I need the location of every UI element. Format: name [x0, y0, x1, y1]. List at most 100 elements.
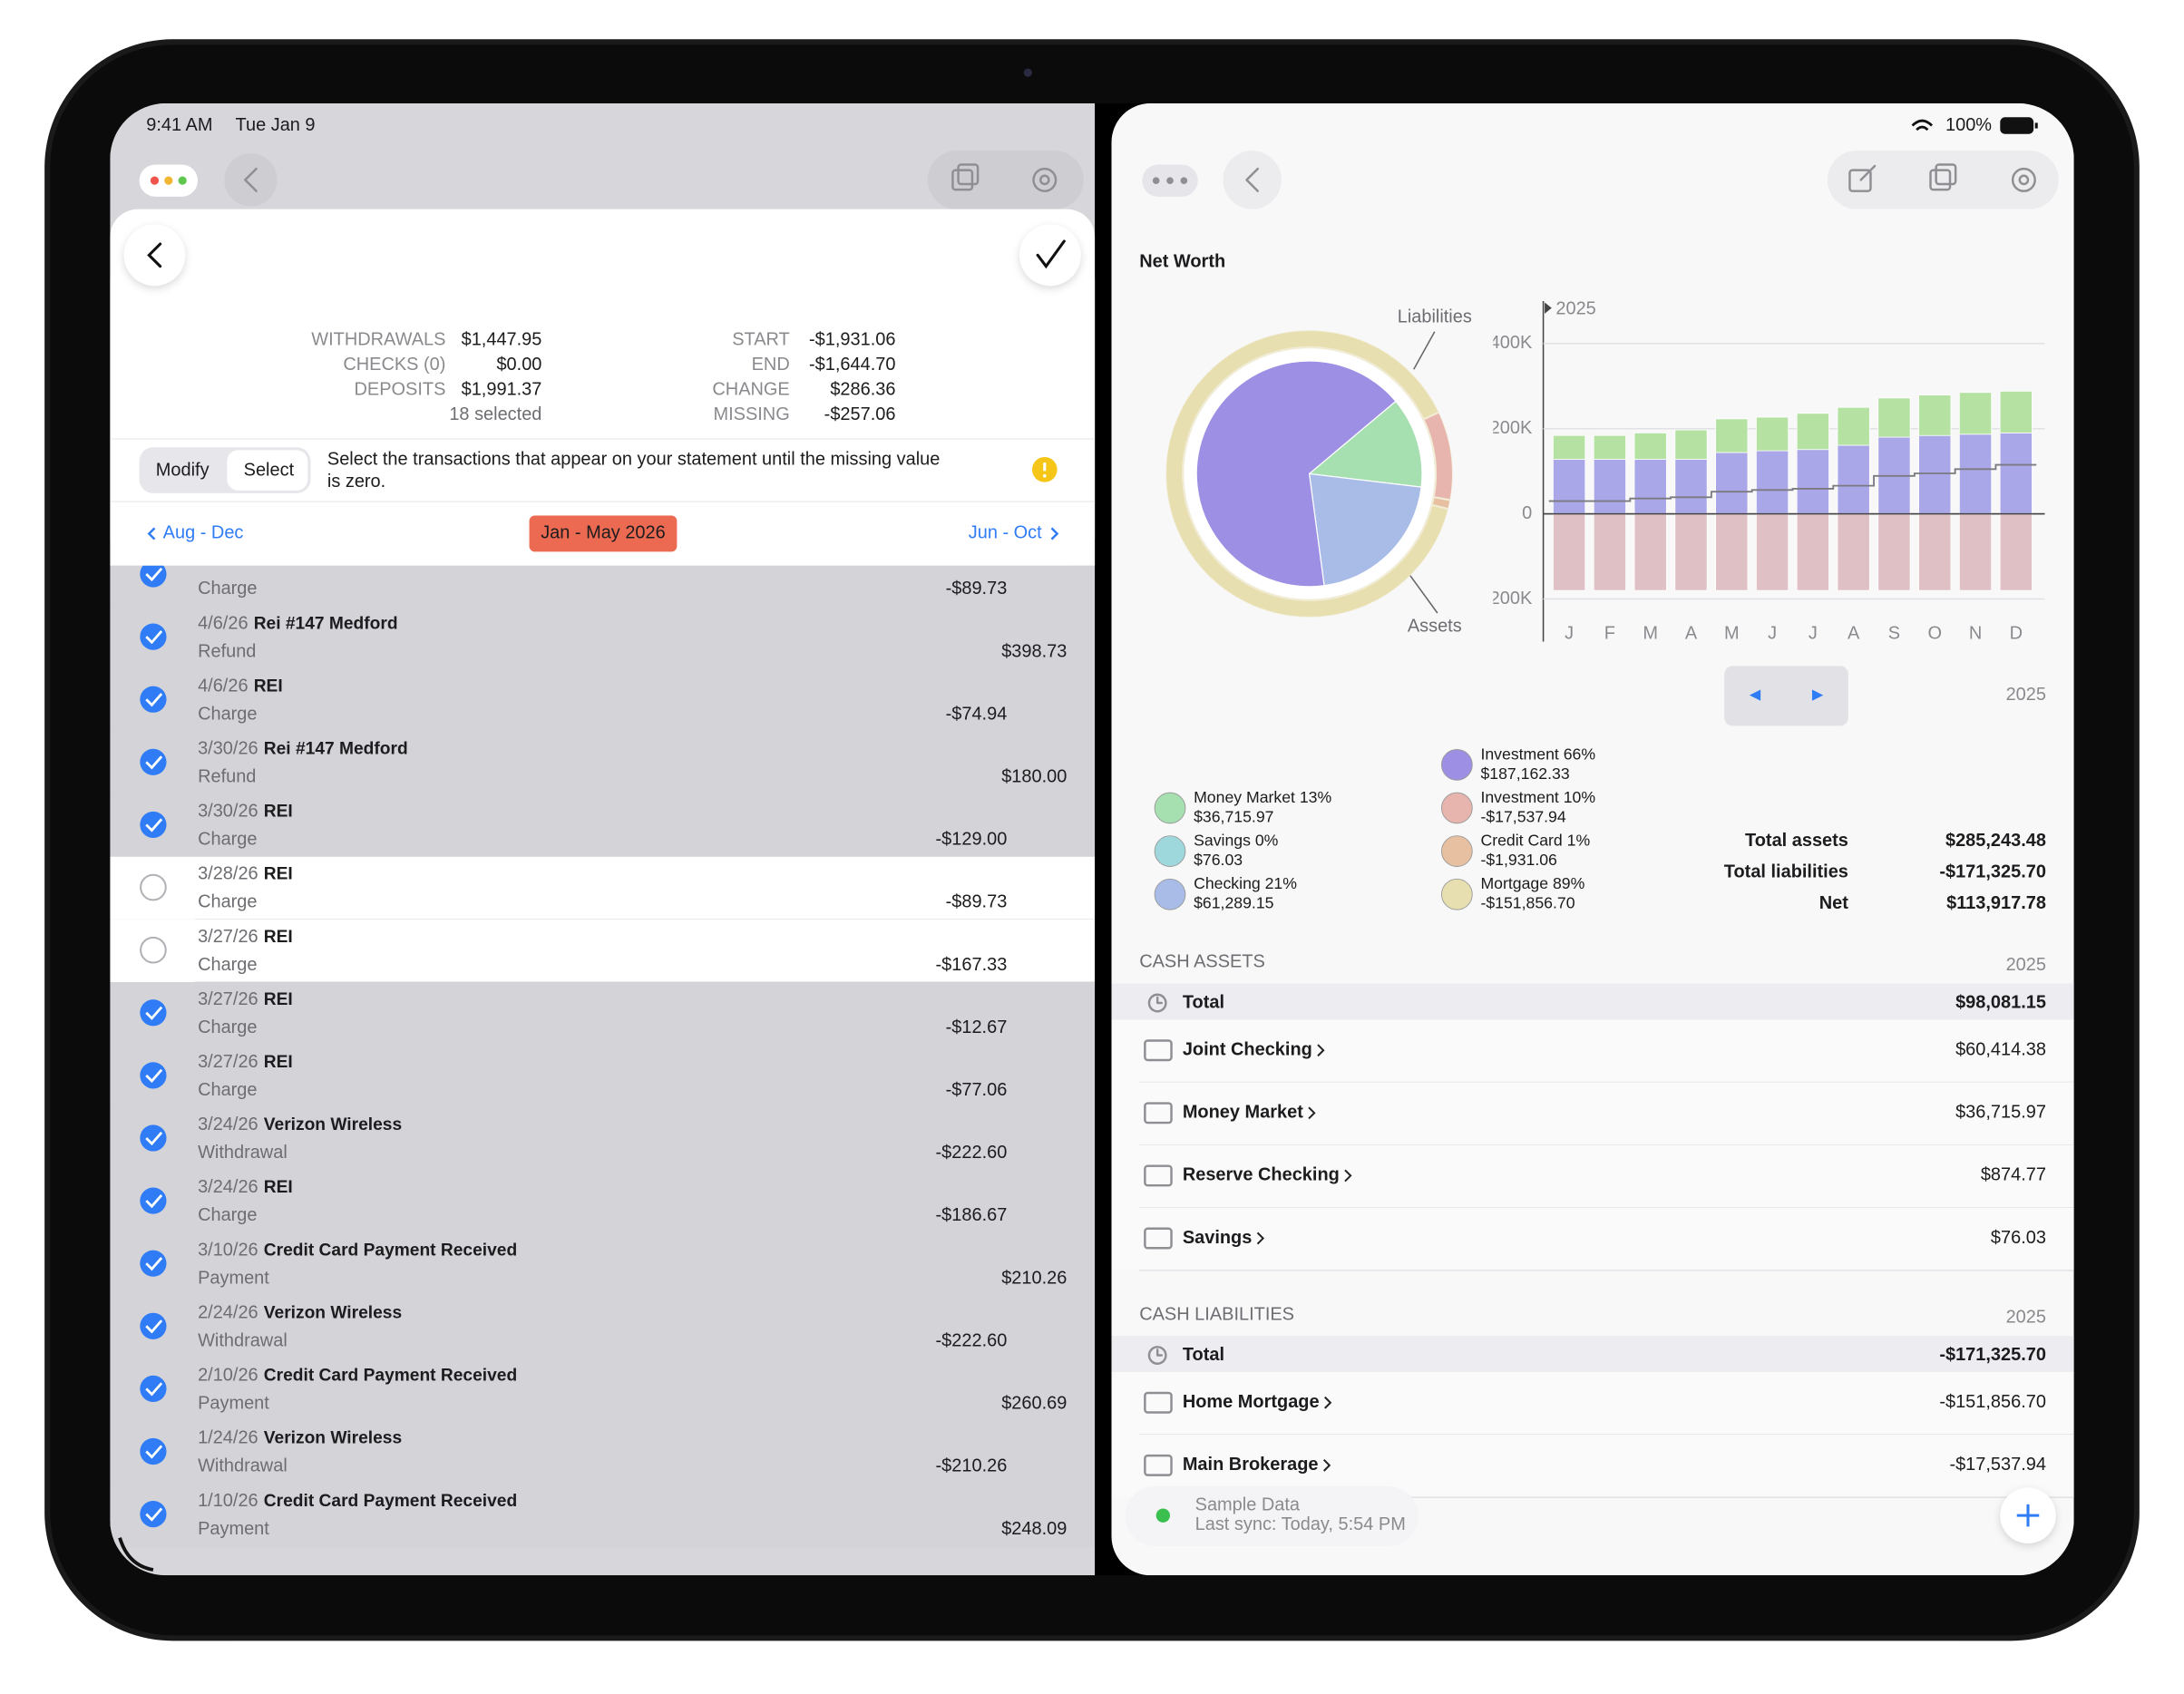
row-selected[interactable] — [110, 1295, 1096, 1358]
transaction-type: Charge — [198, 579, 257, 599]
back-button[interactable] — [224, 153, 278, 207]
back-button[interactable] — [1223, 151, 1282, 209]
transaction-payee: REI — [264, 1053, 293, 1072]
account-value: $76.03 — [1991, 1228, 2046, 1248]
row-selected[interactable] — [110, 668, 1096, 732]
segment[interactable]: Modify — [156, 461, 210, 481]
account-row[interactable] — [1111, 1019, 2074, 1083]
transaction-title: 3/27/26 REI — [198, 927, 293, 947]
checkbox-checked[interactable] — [140, 623, 167, 650]
dot — [1180, 177, 1188, 184]
account-row[interactable] — [1111, 1144, 2074, 1208]
transaction-title: 1/10/26 Credit Card Payment Received — [198, 1491, 517, 1511]
legend-label: Investment 10% — [1480, 788, 1595, 806]
row-selected[interactable] — [110, 1107, 1096, 1171]
account-row[interactable] — [1111, 1207, 2074, 1270]
bar-segment — [1715, 513, 1749, 591]
account-name[interactable]: Home Mortgage — [1183, 1392, 1320, 1412]
transaction-title: 3/24/26 REI — [198, 1178, 293, 1198]
selected-count: 18 selected — [449, 404, 541, 424]
account-row[interactable] — [1111, 1371, 2074, 1436]
row-selected[interactable] — [110, 1045, 1096, 1108]
transaction-date: 3/28/26 — [198, 864, 258, 884]
row-selected[interactable] — [110, 1420, 1096, 1484]
checkbox-checked[interactable] — [140, 1062, 167, 1089]
prev-period[interactable]: Aug - Dec — [163, 523, 244, 543]
add-window-icon[interactable] — [1929, 169, 1952, 191]
account-value: -$17,537.94 — [1949, 1455, 2046, 1475]
checkbox-mark — [145, 1068, 163, 1084]
pager — [1724, 666, 1848, 726]
transaction-type: Payment — [198, 1394, 269, 1414]
y-tick-label: 400K — [1490, 333, 1533, 353]
segment[interactable]: Select — [244, 461, 295, 481]
row[interactable] — [110, 919, 1096, 982]
checkbox-checked[interactable] — [140, 560, 167, 588]
settings-icon[interactable] — [2011, 167, 2036, 192]
transaction-date: 3/27/26 — [198, 927, 258, 947]
close-button[interactable] — [123, 224, 186, 287]
account-row[interactable] — [1111, 1082, 2074, 1145]
warning-dot — [1042, 473, 1047, 478]
x-tick-label: A — [1848, 623, 1860, 643]
checkbox-mark — [145, 818, 163, 832]
checkbox-mark — [145, 567, 163, 582]
pager-prev[interactable] — [1749, 689, 1761, 701]
legend-swatch — [1154, 792, 1186, 824]
row[interactable] — [110, 856, 1096, 920]
dot — [164, 176, 173, 185]
add-window-icon[interactable] — [951, 169, 974, 191]
account-name[interactable]: Money Market — [1183, 1103, 1303, 1123]
current-period-label[interactable]: Jan - May 2026 — [541, 523, 666, 543]
pager-next[interactable] — [1811, 689, 1824, 701]
account-name[interactable]: Main Brokerage — [1183, 1455, 1319, 1475]
checkbox-checked[interactable] — [140, 1375, 167, 1402]
checkbox[interactable] — [140, 873, 167, 901]
checkbox-checked[interactable] — [140, 1312, 167, 1339]
row-selected[interactable] — [110, 1232, 1096, 1296]
leader-line — [1413, 331, 1436, 370]
row-selected[interactable] — [110, 1483, 1096, 1546]
row-selected[interactable] — [110, 793, 1096, 857]
row-selected[interactable] — [110, 606, 1096, 669]
status-battery: 100% — [1945, 115, 1992, 135]
checkbox-checked[interactable] — [140, 999, 167, 1027]
checkbox[interactable] — [140, 936, 167, 964]
account-name[interactable]: Reserve Checking — [1183, 1165, 1340, 1185]
checkbox-checked[interactable] — [140, 686, 167, 713]
checkbox-checked[interactable] — [140, 1124, 167, 1152]
ring-segment — [1424, 413, 1452, 500]
legend-label: Money Market 13% — [1194, 788, 1331, 806]
row-selected[interactable] — [110, 1170, 1096, 1233]
next-period[interactable]: Jun - Oct — [969, 523, 1042, 543]
edit-icon[interactable] — [1848, 169, 1872, 192]
stat-value: $1,991.37 — [462, 380, 542, 400]
current-period[interactable] — [529, 515, 678, 552]
checkbox-checked[interactable] — [140, 1187, 167, 1214]
bar-segment — [1918, 394, 1952, 436]
row-selected[interactable] — [110, 731, 1096, 794]
row-selected[interactable] — [110, 543, 1096, 607]
checkbox-checked[interactable] — [140, 1501, 167, 1528]
checkbox-checked[interactable] — [140, 1437, 167, 1465]
checkbox-mark — [145, 755, 163, 770]
account-icon — [1144, 1227, 1173, 1250]
legend-label: Checking 21% — [1194, 874, 1297, 892]
account-name[interactable]: Joint Checking — [1183, 1039, 1312, 1059]
prev-chevron — [147, 527, 156, 540]
done-button[interactable] — [1019, 224, 1081, 287]
row-selected[interactable] — [110, 1358, 1096, 1421]
row-selected[interactable] — [110, 981, 1096, 1046]
y-tick-label: 200K — [1490, 418, 1533, 438]
checkbox-checked[interactable] — [140, 1250, 167, 1277]
transaction-amount: -$77.06 — [946, 1080, 1008, 1100]
battery-tip — [2034, 122, 2038, 129]
transaction-amount: $210.26 — [1001, 1268, 1067, 1288]
bar-segment — [1837, 444, 1870, 514]
account-name[interactable]: Savings — [1183, 1228, 1253, 1248]
checkbox-checked[interactable] — [140, 748, 167, 775]
settings-icon[interactable] — [1032, 167, 1058, 192]
account-lists: CASH ASSETS 2025 Total $98,081.15 Joint Chec… — [1111, 952, 2074, 1498]
bar-segment — [1633, 513, 1667, 591]
checkbox-checked[interactable] — [140, 811, 167, 839]
